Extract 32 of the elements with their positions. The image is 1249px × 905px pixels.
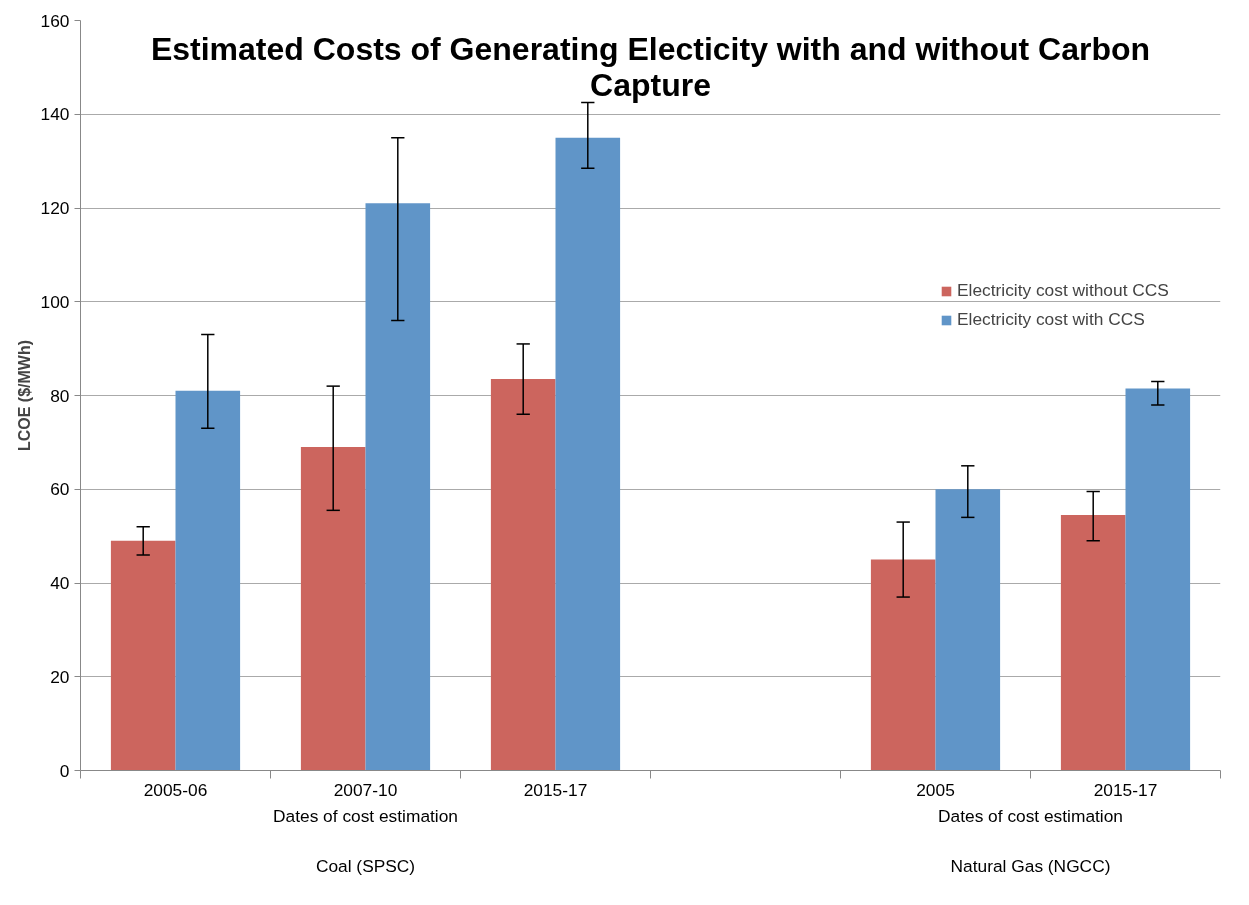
x-tick-label: 2005 <box>916 779 955 800</box>
text: Estimated Costs of Generating Electicity with and without Carbon Capture <box>150 30 1151 103</box>
y-tick-label: 160 <box>40 10 70 31</box>
y-tick-label: 140 <box>40 104 70 125</box>
x-tick-label: 2005-06 <box>143 779 208 800</box>
text: Dates of cost estimation <box>938 805 1123 826</box>
bar <box>870 559 936 771</box>
bar <box>1125 388 1191 771</box>
bar <box>490 379 556 771</box>
text: Natural Gas (NGCC) <box>950 855 1111 876</box>
x-tick-label: 2015-17 <box>523 779 588 800</box>
y-tick-label: 60 <box>50 479 70 500</box>
legend-label: Electricity cost with CCS <box>957 309 1145 330</box>
y-tick-label: 100 <box>40 291 70 312</box>
bar <box>175 390 241 771</box>
text: Coal (SPSC) <box>315 855 416 876</box>
bar <box>935 489 1001 771</box>
x-tick-label: 2007-10 <box>333 779 398 800</box>
bar <box>555 137 621 771</box>
y-tick-label: 0 <box>59 760 70 781</box>
bar <box>365 203 431 771</box>
y-tick-label: 120 <box>40 198 70 218</box>
bar <box>300 447 366 771</box>
y-tick-label: 40 <box>50 573 70 593</box>
y-tick-label: 20 <box>50 666 70 687</box>
legend-label: Electricity cost without CCS <box>957 280 1169 301</box>
y-tick-label: 80 <box>50 385 70 406</box>
bar <box>110 540 176 771</box>
bar <box>1060 515 1126 771</box>
y-axis-title: LCOE ($/MWh) <box>15 339 33 452</box>
text: Dates of cost estimation <box>273 805 458 826</box>
x-tick-label: 2015-17 <box>1093 779 1158 800</box>
